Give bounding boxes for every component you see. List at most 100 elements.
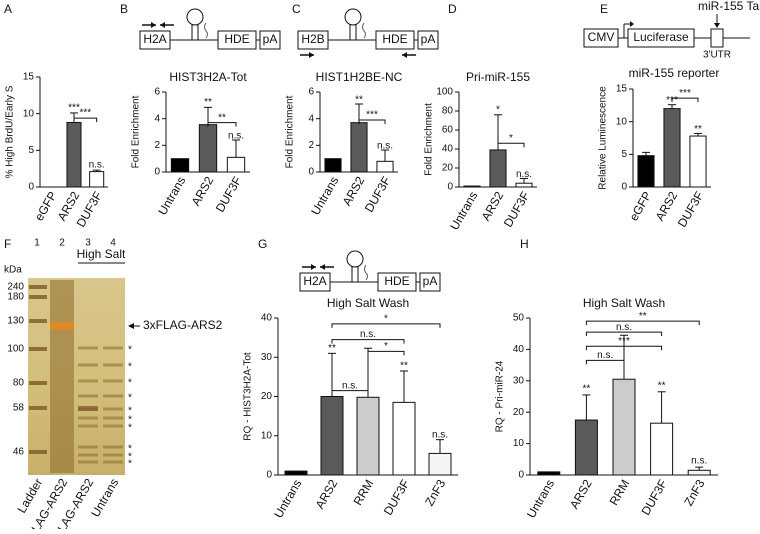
x-tick-label: DUF3F	[501, 189, 532, 229]
ladder-band	[29, 347, 47, 351]
primer-head	[160, 22, 165, 28]
y-tick-label: 0	[266, 470, 272, 481]
marker-label: 240	[7, 282, 24, 293]
bracket	[585, 320, 700, 326]
x-tick-label: eGFP	[32, 189, 60, 223]
sample-band	[103, 424, 123, 428]
band-mark: *	[128, 423, 132, 434]
significance: *	[509, 133, 513, 144]
y-tick-label: 80	[442, 106, 454, 117]
gene-label: H2A	[143, 32, 166, 46]
bracket	[358, 119, 386, 124]
sample-band	[103, 445, 123, 449]
y-tick-label: 20	[261, 391, 273, 402]
y-tick-label: 60	[442, 125, 454, 136]
lane-number: 2	[59, 238, 65, 249]
y-tick-label: 10	[23, 108, 35, 119]
bracket	[367, 350, 405, 356]
sample-band	[103, 394, 123, 398]
chart-title: High Salt Wash	[583, 296, 665, 310]
ladder-band	[29, 381, 47, 385]
y-tick-label: 20	[442, 163, 454, 174]
significance: *	[384, 341, 388, 352]
bar	[89, 171, 105, 188]
significance: n.s.	[691, 456, 707, 467]
bar	[392, 401, 416, 476]
y-tick-label: 4	[308, 113, 314, 124]
bar	[198, 124, 218, 173]
x-tick-label: Untrans	[155, 174, 188, 217]
x-tick-label: Untrans	[524, 477, 557, 520]
primer-head	[402, 52, 407, 58]
bar	[226, 156, 246, 173]
x-tick-label: DUF3F	[213, 174, 244, 214]
panel-letter: D	[448, 2, 457, 16]
chart-title: miR-155 reporter	[629, 66, 720, 80]
bar	[428, 452, 452, 476]
site-box	[710, 28, 724, 48]
y-axis-label: Relative Luminescence	[598, 86, 609, 190]
gene-box	[259, 30, 281, 50]
ladder-band	[29, 319, 47, 323]
lane-band	[50, 322, 74, 330]
gene-label: HDE	[384, 274, 409, 288]
ladder-band	[29, 295, 47, 299]
x-tick-label: Untrans	[271, 477, 304, 520]
bar	[663, 108, 681, 188]
bracket	[585, 345, 663, 351]
panel-letter: G	[258, 237, 267, 251]
primer-head	[309, 52, 314, 58]
gene-box	[417, 30, 439, 50]
bar	[463, 185, 481, 188]
bar	[650, 422, 674, 476]
marker-label: 58	[13, 403, 25, 414]
marker-label: 180	[7, 292, 24, 303]
x-tick-label: ARS2	[479, 189, 507, 223]
bar	[637, 155, 655, 188]
y-tick-label: 10	[616, 116, 628, 127]
y-axis-label: RQ - HIST3H2A-Tot	[243, 352, 254, 441]
significance: *	[496, 105, 500, 116]
y-tick-label: 0	[154, 167, 160, 178]
significance: **	[218, 112, 226, 123]
x-tick-label: ZnF3	[681, 477, 707, 509]
bar	[489, 149, 507, 188]
significance: ***	[366, 110, 378, 121]
lane-number: 1	[34, 238, 40, 249]
band-arrow	[128, 323, 134, 329]
bar	[689, 135, 707, 188]
significance: ***	[618, 336, 630, 347]
y-tick-label: 0	[447, 182, 453, 193]
bar	[320, 396, 344, 476]
sample-band	[78, 424, 98, 428]
sample-band	[103, 346, 123, 350]
site-label: miR-155 Target Site	[698, 0, 760, 13]
utr-label: 3'UTR	[703, 50, 731, 61]
marker-label: 46	[13, 447, 25, 458]
bracket	[671, 97, 699, 103]
lane-smear	[50, 280, 74, 473]
chart-title: Pri-miR-155	[466, 70, 530, 84]
significance: **	[583, 383, 591, 394]
y-tick-label: 30	[261, 352, 273, 363]
x-tick-label: DUF3F	[638, 477, 669, 517]
bar	[537, 471, 561, 476]
sample-band	[78, 445, 98, 449]
gene-label: HDE	[382, 32, 407, 46]
y-tick-label: 0	[308, 167, 314, 178]
x-tick-label: Untrans	[447, 189, 480, 232]
primer-head	[151, 22, 156, 28]
primer-head	[320, 264, 325, 270]
sample-band	[78, 416, 98, 420]
lane-number: 3	[85, 238, 91, 249]
x-tick-label: RRM	[607, 477, 633, 508]
sample-band	[78, 453, 98, 457]
sample-band	[78, 379, 98, 383]
x-tick-label: ARS2	[313, 477, 341, 511]
y-tick-label: 40	[261, 313, 273, 324]
panel-letter: F	[4, 237, 11, 251]
chart-title: HIST3H2A-Tot	[169, 70, 247, 84]
y-tick-label: 10	[513, 438, 525, 449]
squiggle	[204, 22, 208, 39]
bracket	[73, 117, 98, 123]
